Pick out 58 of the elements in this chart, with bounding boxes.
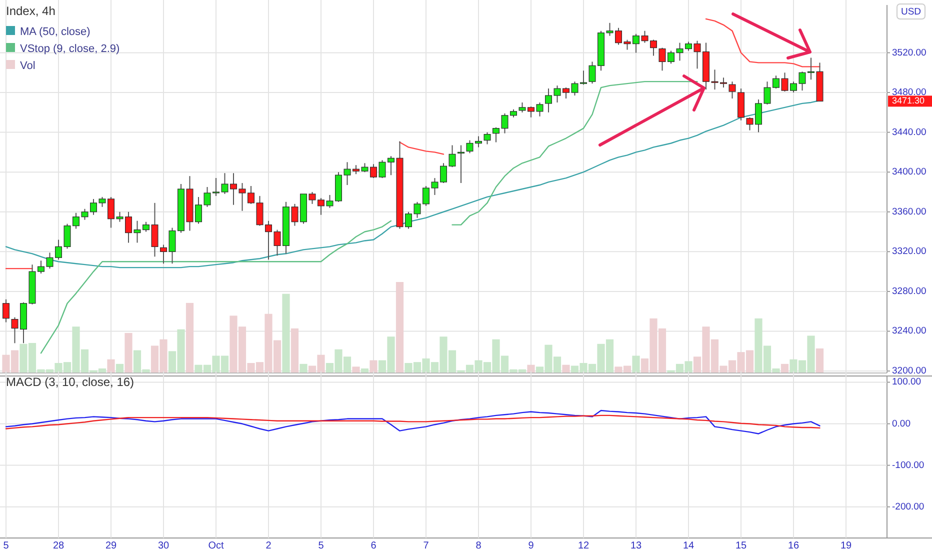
y-tick-label: 3200.00 — [892, 366, 926, 377]
y-tick-label: 100.00 — [892, 376, 922, 388]
x-tick-label: 5 — [318, 540, 324, 550]
x-tick-label: 16 — [788, 540, 800, 550]
bar — [370, 360, 378, 373]
y-tick-label: 3480.00 — [892, 87, 926, 98]
x-tick-label: 7 — [423, 540, 430, 550]
y-tick-label: 3400.00 — [892, 166, 926, 178]
y-tick-label: 0.00 — [892, 418, 910, 430]
bar — [352, 366, 360, 373]
chart-title: MACD (3, 10, close, 16) — [6, 375, 134, 389]
x-tick-label: 5 — [3, 540, 10, 550]
x-tick-label: 15 — [735, 540, 747, 550]
candlestick — [458, 144, 464, 184]
bar — [816, 348, 824, 373]
bar — [107, 359, 115, 373]
x-tick-label: 9 — [528, 540, 534, 550]
legend-label: VStop (9, close, 2.9) — [20, 42, 120, 55]
bar — [290, 328, 299, 373]
x-tick-label: Oct — [208, 540, 224, 550]
bar — [300, 364, 308, 373]
candlestick — [728, 81, 736, 99]
x-tick-label: 14 — [682, 540, 694, 550]
line-series — [5, 410, 820, 434]
candlestick — [2, 298, 10, 323]
x-tick-label: 30 — [158, 540, 170, 550]
bar — [632, 356, 640, 373]
y-tick-label: 3280.00 — [892, 286, 926, 297]
y-tick-label: 3520.00 — [892, 47, 926, 58]
chart-title: Index, 4h — [6, 4, 56, 18]
bar — [116, 364, 124, 373]
x-tick-label: 8 — [476, 540, 482, 550]
y-tick-label: -100.00 — [892, 460, 924, 471]
text: Vol — [20, 60, 36, 72]
x-tick-label: 13 — [630, 540, 642, 550]
x-tick-label: 2 — [266, 540, 272, 550]
y-tick-label: 3240.00 — [892, 326, 926, 337]
bar — [562, 364, 570, 373]
text: 3471.30 — [892, 96, 925, 106]
bar — [124, 332, 132, 373]
bar — [282, 294, 290, 373]
x-tick-label: 6 — [370, 540, 377, 550]
line-series — [5, 414, 820, 430]
y-tick-label: 3320.00 — [892, 246, 926, 258]
legend-label: MA (50, close) — [20, 26, 90, 38]
x-tick-label: 28 — [52, 540, 64, 550]
candlestick — [484, 132, 491, 145]
x-tick-label: 12 — [578, 540, 590, 550]
bar — [396, 282, 404, 373]
y-tick-label: 3360.00 — [892, 206, 926, 218]
bar — [186, 302, 194, 373]
text: USD — [900, 6, 922, 18]
y-tick-label: 3440.00 — [892, 126, 926, 138]
bar — [527, 364, 535, 373]
x-tick-label: 19 — [840, 540, 852, 550]
y-tick-label: -200.00 — [892, 501, 924, 512]
bar — [780, 364, 789, 373]
x-tick-label: 29 — [105, 540, 117, 550]
